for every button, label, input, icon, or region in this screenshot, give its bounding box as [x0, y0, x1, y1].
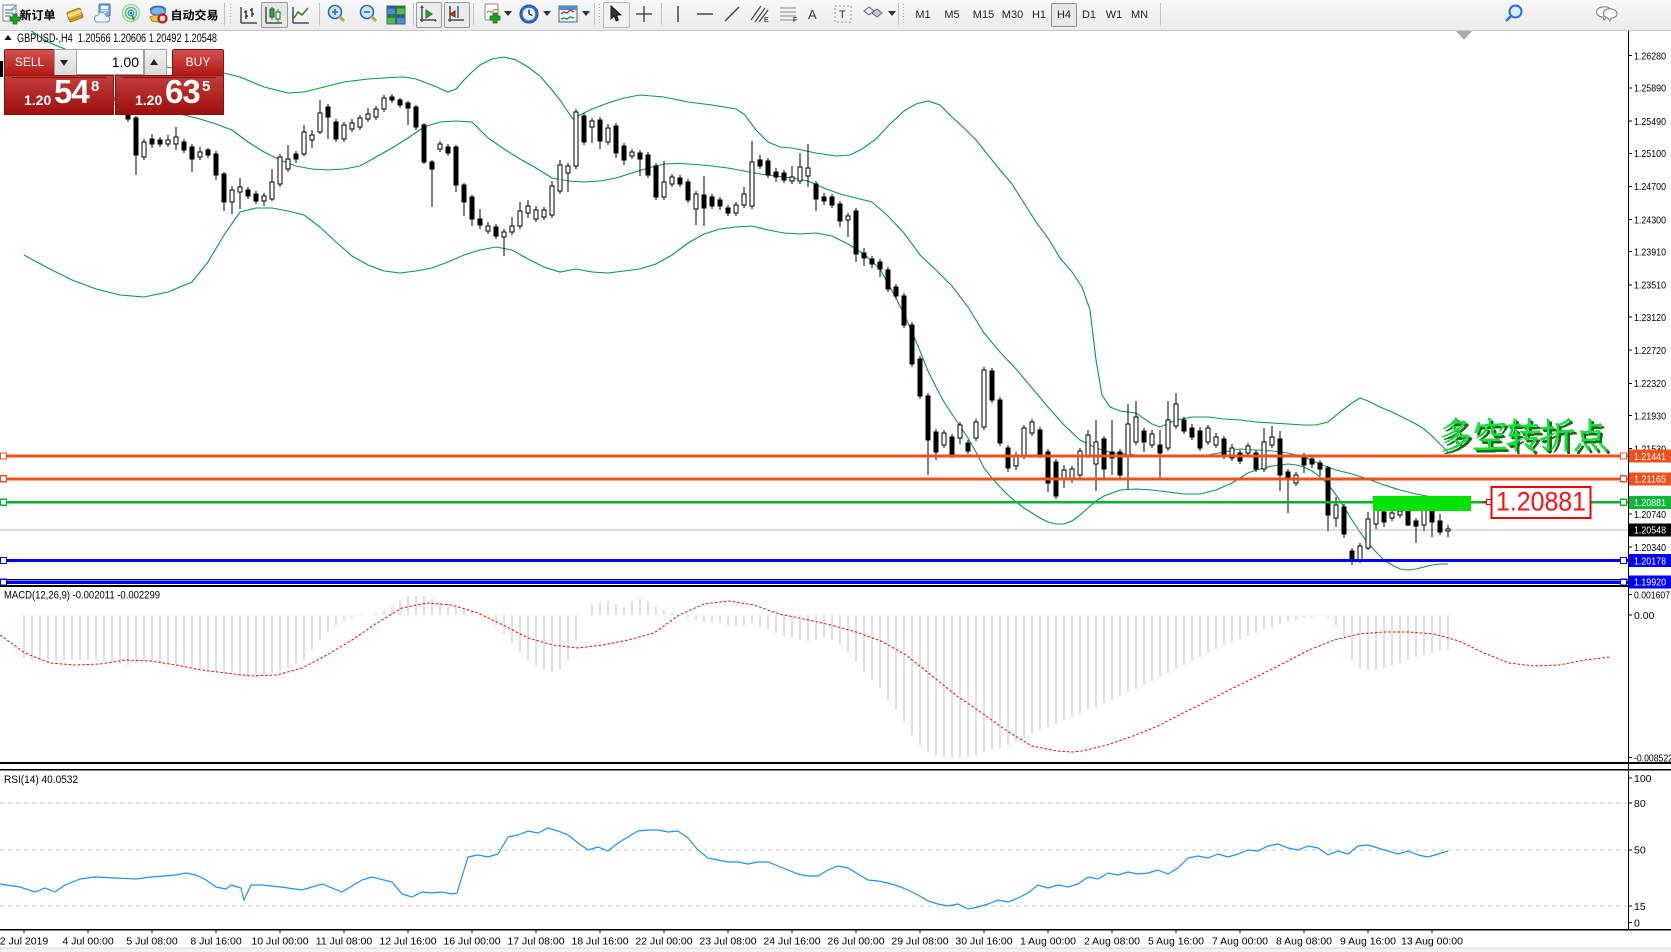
svg-text:1.20178: 1.20178 [1634, 555, 1666, 567]
svg-text:5 Jul 08:00: 5 Jul 08:00 [126, 936, 178, 948]
svg-text:8 Jul 16:00: 8 Jul 16:00 [190, 936, 242, 948]
svg-text:2 Jul 2019: 2 Jul 2019 [0, 936, 48, 948]
svg-text:E: E [764, 17, 769, 24]
svg-text:15: 15 [1634, 901, 1646, 913]
svg-text:50: 50 [1634, 845, 1646, 857]
svg-text:MACD(12,26,9) -0.002011 -0.002: MACD(12,26,9) -0.002011 -0.002299 [4, 590, 160, 602]
svg-text:16 Jul 00:00: 16 Jul 00:00 [443, 936, 500, 948]
svg-text:1.24700: 1.24700 [1634, 181, 1666, 193]
svg-text:1.23120: 1.23120 [1634, 312, 1666, 324]
svg-text:1.21165: 1.21165 [1634, 474, 1666, 486]
svg-text:11 Jul 08:00: 11 Jul 08:00 [316, 936, 373, 948]
svg-text:-0.008522: -0.008522 [1634, 752, 1671, 764]
svg-text:22 Jul 00:00: 22 Jul 00:00 [635, 936, 692, 948]
svg-text:0: 0 [1634, 917, 1640, 929]
svg-text:RSI(14) 40.0532: RSI(14) 40.0532 [4, 774, 78, 786]
svg-text:2 Aug 08:00: 2 Aug 08:00 [1084, 936, 1140, 948]
svg-text:1.25890: 1.25890 [1634, 83, 1666, 95]
svg-text:100: 100 [1634, 773, 1652, 785]
svg-text:1.25490: 1.25490 [1634, 116, 1666, 128]
svg-text:26 Jul 00:00: 26 Jul 00:00 [827, 936, 884, 948]
svg-text:1.20881: 1.20881 [1496, 487, 1586, 517]
svg-text:GBPUSD-,H4 1.20566 1.20606 1.: GBPUSD-,H4 1.20566 1.20606 1.20492 1.205… [17, 33, 217, 45]
svg-text:18 Jul 16:00: 18 Jul 16:00 [571, 936, 628, 948]
svg-text:T: T [839, 9, 846, 21]
svg-text:0.00: 0.00 [1634, 610, 1655, 622]
svg-text:1.20340: 1.20340 [1634, 542, 1666, 554]
svg-text:30 Jul 16:00: 30 Jul 16:00 [955, 936, 1012, 948]
svg-text:12 Jul 16:00: 12 Jul 16:00 [379, 936, 436, 948]
svg-text:F: F [793, 17, 797, 24]
svg-text:4 Jul 00:00: 4 Jul 00:00 [62, 936, 114, 948]
svg-text:1 Aug 00:00: 1 Aug 00:00 [1020, 936, 1076, 948]
svg-text:1.20881: 1.20881 [1634, 497, 1666, 509]
svg-text:1.24300: 1.24300 [1634, 214, 1666, 226]
svg-text:0.001607: 0.001607 [1634, 589, 1670, 601]
svg-text:1.21441: 1.21441 [1634, 451, 1666, 463]
svg-text:80: 80 [1634, 798, 1646, 810]
svg-text:17 Jul 08:00: 17 Jul 08:00 [507, 936, 564, 948]
svg-text:29 Jul 08:00: 29 Jul 08:00 [891, 936, 948, 948]
svg-text:1.23910: 1.23910 [1634, 247, 1666, 259]
svg-text:1.20740: 1.20740 [1634, 509, 1666, 521]
svg-text:1.22720: 1.22720 [1634, 345, 1666, 357]
svg-text:1.26280: 1.26280 [1634, 51, 1666, 63]
svg-text:8 Aug 08:00: 8 Aug 08:00 [1276, 936, 1332, 948]
svg-text:24 Jul 16:00: 24 Jul 16:00 [763, 936, 820, 948]
svg-text:1.23510: 1.23510 [1634, 280, 1666, 292]
svg-text:1.21930: 1.21930 [1634, 410, 1666, 422]
svg-text:1.25100: 1.25100 [1634, 148, 1666, 160]
svg-text:13 Aug 00:00: 13 Aug 00:00 [1401, 936, 1463, 948]
svg-text:9 Aug 16:00: 9 Aug 16:00 [1340, 936, 1396, 948]
svg-text:23 Jul 08:00: 23 Jul 08:00 [699, 936, 756, 948]
svg-text:1.22320: 1.22320 [1634, 378, 1666, 390]
svg-text:1.19920: 1.19920 [1634, 577, 1666, 589]
svg-text:5 Aug 16:00: 5 Aug 16:00 [1148, 936, 1204, 948]
svg-text:7 Aug 00:00: 7 Aug 00:00 [1212, 936, 1268, 948]
svg-text:1.20548: 1.20548 [1634, 525, 1666, 537]
svg-text:10 Jul 00:00: 10 Jul 00:00 [251, 936, 308, 948]
